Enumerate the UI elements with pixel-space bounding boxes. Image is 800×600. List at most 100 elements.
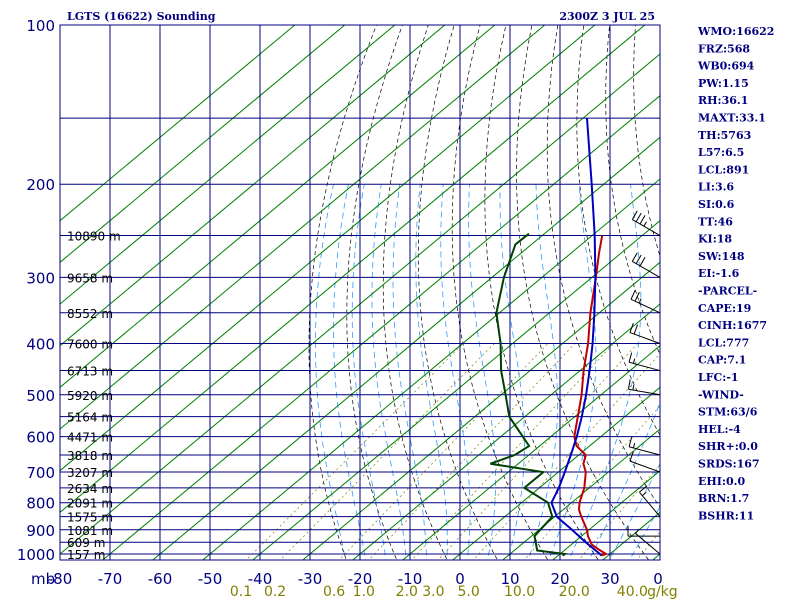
index-item: LFC:-1 bbox=[698, 371, 739, 384]
moist-adiabat bbox=[588, 401, 660, 560]
wind-barb-staff bbox=[630, 298, 661, 314]
wind-barb-flag bbox=[627, 379, 631, 390]
dry-adiabat bbox=[417, 25, 498, 560]
mixing-ratio-label: 3.0 bbox=[422, 584, 444, 600]
mixing-ratio-label: 2.0 bbox=[396, 584, 418, 600]
index-item: EHI:0.0 bbox=[698, 475, 745, 488]
wind-barb-flag bbox=[639, 256, 646, 267]
isotherm bbox=[302, 261, 660, 560]
wind-barb-staff bbox=[632, 219, 661, 236]
dry-adiabat bbox=[546, 25, 660, 508]
index-item: RH:36.1 bbox=[698, 94, 748, 107]
height-label: 5920 m bbox=[67, 389, 113, 403]
pressure-tick-label: 900 bbox=[26, 522, 55, 540]
wind-barb-staff bbox=[629, 332, 661, 344]
isotherm bbox=[60, 25, 596, 472]
dry-adiabat bbox=[308, 25, 377, 560]
index-item: MAXT:33.1 bbox=[698, 112, 766, 125]
temperature-tick-label: 20 bbox=[550, 570, 569, 588]
wind-barb-staff bbox=[639, 491, 661, 517]
index-item: SI:0.6 bbox=[698, 198, 735, 211]
stability-indices-panel: WMO:16622 FRZ:568 WB0:694 PW:1.15 RH:36.1 MAX… bbox=[697, 25, 774, 522]
mixing-ratio-label: 0.2 bbox=[264, 584, 286, 600]
wind-barb-staff bbox=[628, 361, 661, 372]
dry-adiabat bbox=[484, 25, 599, 560]
isotherm bbox=[60, 25, 296, 222]
height-label: 8552 m bbox=[67, 307, 113, 321]
temperature-tick-label: 30 bbox=[600, 570, 619, 588]
wind-barb-half-flag bbox=[641, 491, 647, 496]
wind-barb-flag bbox=[628, 436, 633, 447]
temperature-tick-label: -20 bbox=[348, 570, 373, 588]
wind-barb-half-flag bbox=[635, 529, 640, 534]
wind-barb-flag bbox=[639, 485, 648, 493]
mixing-ratio-label: 20.0 bbox=[559, 584, 590, 600]
index-item: TH:5763 bbox=[698, 129, 751, 142]
mixing-ratio-label: 5.0 bbox=[457, 584, 479, 600]
wind-barb-staff bbox=[628, 388, 661, 396]
isotherm bbox=[452, 386, 660, 560]
wind-barb-half-flag bbox=[632, 358, 636, 364]
moist-adiabat bbox=[351, 184, 387, 560]
dry-adiabat bbox=[516, 25, 650, 560]
index-item: SHR+:0.0 bbox=[698, 440, 758, 453]
dry-adiabat bbox=[346, 25, 403, 560]
index-item: L57:6.5 bbox=[698, 146, 744, 159]
height-label: 609 m bbox=[67, 536, 105, 550]
index-item: HEL:-4 bbox=[698, 423, 741, 436]
temperature-tick-label: -50 bbox=[198, 570, 223, 588]
temperature-tick-label: -30 bbox=[298, 570, 323, 588]
index-item: -WIND- bbox=[698, 388, 744, 401]
pressure-tick-label: 300 bbox=[26, 269, 55, 287]
isotherm bbox=[502, 428, 660, 560]
mixing-ratio-line bbox=[279, 343, 495, 560]
moist-adiabat bbox=[315, 184, 346, 560]
height-label: 6713 m bbox=[67, 365, 113, 379]
pressure-tick-label: 600 bbox=[26, 429, 55, 447]
temperature-tick-label: -60 bbox=[148, 570, 173, 588]
index-item: SW:148 bbox=[698, 250, 745, 263]
temperature-tick-label: 10 bbox=[500, 570, 519, 588]
index-item: BRN:1.7 bbox=[698, 492, 749, 505]
index-item: LCL:891 bbox=[698, 163, 749, 176]
parcel-line bbox=[550, 118, 602, 557]
pressure-tick-label: 200 bbox=[26, 176, 55, 194]
mixing-ratio-label: 0.6 bbox=[323, 584, 345, 600]
dry-adiabat bbox=[451, 25, 549, 560]
pressure-tick-label: 800 bbox=[26, 495, 55, 513]
wind-barb-flag bbox=[631, 252, 638, 262]
height-label: 1081 m bbox=[67, 524, 113, 538]
sounding-curves bbox=[490, 118, 609, 557]
pressure-tick-label: 500 bbox=[26, 387, 55, 405]
temperature-tick-label: 0 bbox=[455, 570, 465, 588]
moist-adiabat bbox=[548, 184, 597, 560]
wind-barb-flag bbox=[629, 322, 634, 333]
mixing-ratio-label: g/kg bbox=[647, 584, 678, 600]
height-label: 7600 m bbox=[67, 337, 113, 351]
index-item: BSHR:11 bbox=[698, 509, 754, 522]
wind-barb-half-flag bbox=[643, 221, 647, 227]
isotherm bbox=[60, 25, 446, 347]
index-item: LCL:777 bbox=[698, 336, 749, 349]
isotherm bbox=[60, 53, 660, 555]
index-item: SRDS:167 bbox=[698, 458, 760, 471]
isotherm bbox=[252, 220, 660, 560]
mixing-ratio-label: 10.0 bbox=[504, 584, 535, 600]
index-item: WB0:694 bbox=[697, 60, 755, 73]
wind-barb-flag bbox=[631, 210, 638, 220]
index-item: LI:3.6 bbox=[698, 181, 734, 194]
wind-barb-staff bbox=[629, 460, 661, 473]
temperature-line bbox=[573, 235, 609, 557]
mixing-ratio-line bbox=[245, 343, 464, 560]
isotherm bbox=[60, 25, 346, 263]
isotherm bbox=[402, 345, 660, 560]
dry-adiabat bbox=[382, 25, 448, 560]
mixing-ratio-label: 1.0 bbox=[353, 584, 375, 600]
pressure-tick-label: 400 bbox=[26, 335, 55, 353]
moist-adiabat bbox=[392, 184, 427, 560]
chart-time: 2300Z 3 JUL 25 bbox=[559, 10, 655, 23]
wind-barb-half-flag bbox=[632, 442, 636, 449]
wind-barb-flag bbox=[629, 451, 634, 462]
wind-barb-staff bbox=[635, 533, 661, 555]
